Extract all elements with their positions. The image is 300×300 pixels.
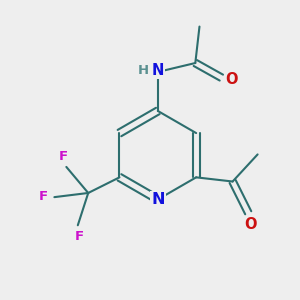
Text: O: O (244, 217, 256, 232)
Text: N: N (152, 63, 164, 78)
Text: H: H (138, 64, 149, 77)
Text: F: F (74, 230, 83, 243)
Text: F: F (38, 190, 47, 202)
Text: O: O (226, 72, 238, 87)
Text: N: N (151, 192, 165, 207)
Text: F: F (59, 150, 68, 163)
